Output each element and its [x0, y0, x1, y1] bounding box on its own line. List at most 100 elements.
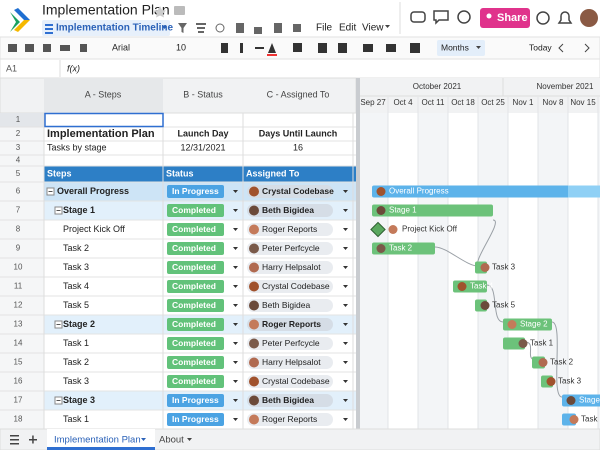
assignee-chip[interactable]: [247, 375, 333, 388]
notifications-icon[interactable]: [557, 11, 573, 24]
dropdown-arrow[interactable]: [233, 247, 238, 250]
toolbar-icons[interactable]: [8, 44, 87, 52]
column-header[interactable]: C - Assigned To: [267, 89, 330, 99]
table-header[interactable]: Status: [166, 168, 194, 178]
cell-text[interactable]: Launch Day: [177, 128, 228, 138]
row-number[interactable]: 8: [16, 225, 21, 234]
cell-text[interactable]: 12/31/2021: [180, 142, 225, 152]
document-title[interactable]: Implementation Plan: [42, 2, 170, 18]
row-number[interactable]: 2: [16, 129, 21, 138]
row-number[interactable]: 11: [14, 282, 23, 291]
dropdown-arrow[interactable]: [233, 323, 238, 326]
dropdown-arrow[interactable]: [233, 304, 238, 307]
step-name[interactable]: Task 1: [63, 338, 89, 348]
step-name[interactable]: Task 3: [63, 262, 89, 272]
status-pill[interactable]: [167, 280, 224, 293]
cell-text[interactable]: Tasks by stage: [47, 142, 107, 152]
table-header[interactable]: Assigned To: [246, 168, 300, 178]
dropdown-arrow[interactable]: [343, 342, 348, 345]
assignee-chip[interactable]: [247, 337, 333, 350]
step-name[interactable]: Task 5: [63, 300, 89, 310]
status-pill[interactable]: [167, 375, 224, 388]
task-bar[interactable]: [372, 242, 435, 255]
dropdown-arrow[interactable]: [343, 247, 348, 250]
cell-text[interactable]: Implementation Plan: [47, 128, 155, 140]
dropdown-arrow[interactable]: [233, 418, 238, 421]
star-icon[interactable]: [154, 6, 166, 18]
status-pill[interactable]: [167, 337, 224, 350]
font-size[interactable]: 10: [176, 42, 186, 52]
zoom-selector[interactable]: [437, 40, 485, 56]
assignee-chip[interactable]: [247, 299, 333, 312]
status-pill[interactable]: [167, 185, 224, 198]
formula-icon[interactable]: f(x): [67, 63, 80, 73]
next-button[interactable]: [584, 43, 590, 53]
prev-button[interactable]: [558, 43, 564, 53]
dropdown-arrow[interactable]: [343, 285, 348, 288]
assignee-chip[interactable]: [247, 242, 333, 255]
step-name[interactable]: Task 3: [63, 376, 89, 386]
row-number[interactable]: 17: [14, 396, 23, 405]
sheet-tab[interactable]: About: [159, 435, 184, 446]
step-name[interactable]: Stage 2: [63, 319, 95, 329]
dropdown-arrow[interactable]: [343, 304, 348, 307]
dropdown-arrow[interactable]: [233, 285, 238, 288]
row-number[interactable]: 14: [14, 339, 23, 348]
row-number[interactable]: 6: [16, 187, 21, 196]
status-pill[interactable]: [167, 318, 224, 331]
status-pill[interactable]: [167, 394, 224, 407]
assignee-chip[interactable]: [247, 261, 333, 274]
dropdown-arrow[interactable]: [343, 190, 348, 193]
dropdown-arrow[interactable]: [233, 361, 238, 364]
step-name[interactable]: Project Kick Off: [63, 224, 125, 234]
step-name[interactable]: Stage 3: [63, 395, 95, 405]
view-name[interactable]: Implementation Timeline: [56, 23, 173, 34]
active-tab[interactable]: [47, 429, 155, 450]
row-number[interactable]: 4: [16, 156, 21, 165]
step-name[interactable]: Task 4: [63, 281, 89, 291]
assignee-chip[interactable]: [247, 356, 333, 369]
assignee-chip[interactable]: [247, 223, 333, 236]
share-label[interactable]: Share: [497, 12, 528, 24]
dropdown-arrow[interactable]: [343, 418, 348, 421]
row-number[interactable]: 13: [14, 320, 23, 329]
row-number[interactable]: 7: [16, 206, 21, 215]
cell-reference[interactable]: A1: [6, 63, 17, 73]
header-icons[interactable]: [410, 10, 471, 25]
status-pill[interactable]: [167, 356, 224, 369]
dropdown-arrow[interactable]: [233, 209, 238, 212]
dropdown-arrow[interactable]: [343, 228, 348, 231]
view-tools[interactable]: [178, 23, 301, 34]
dropdown-arrow[interactable]: [343, 399, 348, 402]
cell-text[interactable]: 16: [293, 142, 303, 152]
row-number[interactable]: 12: [14, 301, 23, 310]
status-pill[interactable]: [167, 261, 224, 274]
dropdown-arrow[interactable]: [343, 380, 348, 383]
tab-controls[interactable]: [10, 435, 37, 445]
row-number[interactable]: 3: [16, 143, 21, 152]
column-header[interactable]: B - Status: [183, 89, 223, 99]
cell-text[interactable]: Days Until Launch: [259, 128, 338, 138]
assignee-chip[interactable]: [247, 204, 333, 217]
share-button[interactable]: [480, 8, 530, 28]
menu-item[interactable]: File: [316, 23, 333, 34]
dropdown-arrow[interactable]: [233, 190, 238, 193]
dropdown-arrow[interactable]: [233, 266, 238, 269]
task-bar[interactable]: [503, 337, 525, 350]
format-icons[interactable]: [221, 43, 420, 56]
zoom-level[interactable]: Months: [441, 42, 469, 52]
dropdown-arrow[interactable]: [343, 266, 348, 269]
help-icon[interactable]: [536, 11, 550, 25]
table-header[interactable]: Steps: [47, 168, 72, 178]
row-number[interactable]: 18: [14, 415, 23, 424]
dropdown-arrow[interactable]: [343, 209, 348, 212]
dropdown-arrow[interactable]: [233, 380, 238, 383]
assignee-chip[interactable]: [247, 280, 333, 293]
menu-item[interactable]: View: [362, 23, 384, 34]
column-header[interactable]: A - Steps: [85, 89, 122, 99]
font-family[interactable]: Arial: [112, 42, 130, 52]
selected-cell[interactable]: [44, 112, 164, 128]
task-bar[interactable]: [372, 185, 600, 198]
assignee-chip[interactable]: [247, 394, 333, 407]
assignee-chip[interactable]: [247, 413, 333, 426]
